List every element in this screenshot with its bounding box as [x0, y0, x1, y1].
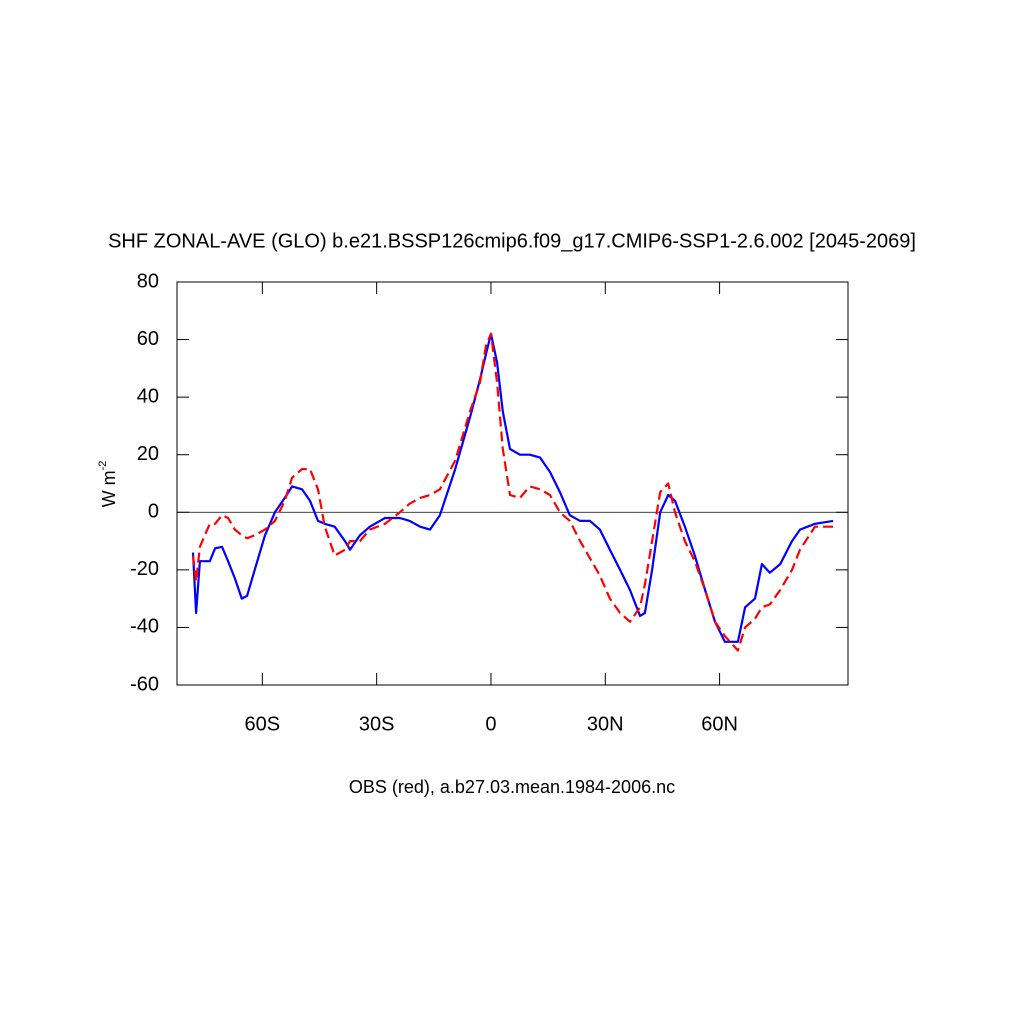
y-axis-label-main: W m: [99, 470, 119, 507]
y-axis-label: W m-2: [97, 461, 119, 508]
x-tick-label: 0: [485, 713, 496, 735]
y-tick-label: 80: [137, 270, 159, 292]
series-line: [191, 332, 834, 652]
y-tick-label: -40: [130, 616, 159, 638]
y-tick-label: 20: [137, 443, 159, 465]
plot-frame: [176, 281, 849, 686]
y-tick-label: -20: [130, 558, 159, 580]
series-line: [191, 332, 834, 643]
x-tick-label: 30N: [587, 713, 624, 735]
x-axis-label: OBS (red), a.b27.03.mean.1984-2006.nc: [349, 777, 675, 797]
y-axis-label-sup: -2: [97, 461, 109, 471]
y-tick-label: -60: [130, 673, 159, 695]
y-tick-label: 40: [137, 385, 159, 407]
chart-title: SHF ZONAL-AVE (GLO) b.e21.BSSP126cmip6.f…: [108, 230, 916, 252]
x-tick-label: 60S: [245, 713, 281, 735]
x-tick-label: 60N: [701, 713, 738, 735]
y-tick-label: 0: [148, 501, 159, 523]
x-tick-label: 30S: [359, 713, 395, 735]
y-tick-label: 60: [137, 328, 159, 350]
